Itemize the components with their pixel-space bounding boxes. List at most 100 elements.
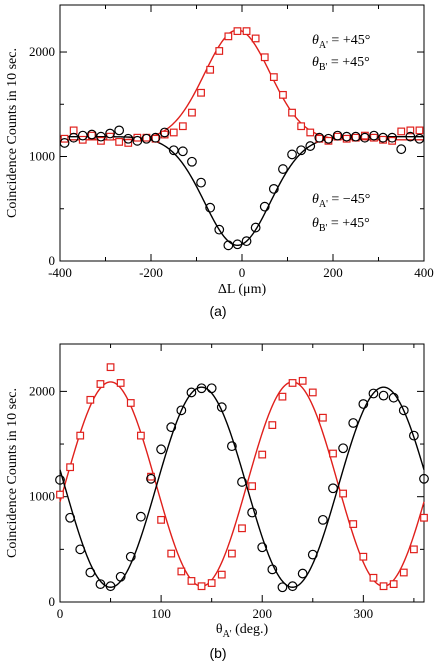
data-point-square-b: [187, 577, 196, 585]
data-point-square-b: [339, 489, 348, 498]
data-point-square-b: [399, 568, 408, 577]
x-tick-label-a: -200: [139, 265, 163, 280]
data-point-square-b: [288, 379, 297, 387]
y-tick-label-a: 0: [49, 253, 56, 268]
data-point-square-b: [298, 376, 307, 385]
data-point-circle-b: [307, 549, 318, 560]
data-point-circle-a: [232, 239, 243, 250]
data-point-circle-a: [105, 128, 115, 139]
data-point-square-a: [169, 128, 178, 137]
data-point-circle-a: [305, 141, 316, 151]
data-point-circle-a: [223, 240, 234, 251]
x-tick-label-b: 0: [57, 606, 64, 621]
x-tick-label-b: 100: [151, 606, 171, 621]
data-point-square-a: [279, 90, 287, 99]
data-point-square-a: [406, 126, 415, 135]
y-tick-label-a: 1000: [29, 149, 55, 164]
data-point-circle-a: [278, 164, 288, 174]
data-point-square-a: [397, 127, 406, 136]
data-point-circle-a: [350, 131, 361, 142]
annotation-theta-b-prime-black: θB' = +45°: [312, 216, 370, 234]
data-point-circle-b: [105, 581, 116, 592]
data-point-circle-b: [216, 402, 227, 413]
data-point-square-a: [242, 27, 251, 36]
data-point-square-b: [308, 388, 317, 397]
data-point-square-a: [306, 128, 315, 137]
panel-label-a: (a): [209, 303, 226, 319]
data-point-square-a: [297, 122, 306, 131]
data-point-circle-a: [323, 133, 334, 144]
data-point-square-b: [76, 431, 85, 440]
data-point-circle-b: [146, 473, 156, 484]
data-point-circle-b: [267, 564, 278, 575]
data-point-square-a: [224, 32, 233, 41]
data-point-circle-a: [86, 129, 97, 140]
data-point-square-b: [420, 513, 428, 522]
data-point-square-a: [215, 47, 224, 55]
x-tick-label-a: 200: [323, 265, 343, 280]
data-point-square-b: [329, 449, 337, 458]
data-point-circle-b: [156, 444, 167, 455]
x-tick-label-b: 200: [252, 606, 272, 621]
data-point-square-b: [258, 450, 267, 459]
data-point-circle-a: [168, 145, 179, 156]
data-point-square-a: [251, 34, 260, 43]
data-point-circle-a: [150, 132, 161, 143]
data-point-circle-a: [132, 135, 143, 146]
data-point-circle-a: [287, 149, 297, 160]
data-point-circle-b: [196, 383, 207, 394]
axis-ticks-a: -400 -200 0 200 400 0 1000 2000: [29, 5, 434, 280]
data-point-circle-a: [96, 131, 106, 142]
data-point-square-b: [248, 482, 257, 491]
data-point-circle-a: [259, 201, 270, 212]
data-point-square-b: [157, 515, 166, 524]
data-point-circle-a: [268, 184, 279, 194]
data-point-square-b: [389, 580, 398, 588]
data-point-circle-b: [257, 542, 268, 553]
data-point-circle-b: [368, 388, 379, 399]
data-point-circle-a: [77, 130, 88, 141]
data-point-circle-a: [405, 131, 416, 142]
data-point-circle-b: [237, 477, 247, 487]
data-point-square-a: [115, 137, 124, 146]
x-tick-label-b: 300: [354, 606, 374, 621]
data-point-circle-b: [186, 387, 197, 398]
plot-frame-b: [59, 343, 425, 603]
data-point-square-b: [238, 524, 246, 533]
annotation-theta-a-prime-red: θA' = +45°: [312, 33, 370, 51]
data-point-circle-b: [65, 512, 76, 523]
data-point-circle-b: [338, 443, 349, 454]
data-point-square-b: [66, 463, 75, 472]
data-point-square-b: [126, 399, 135, 407]
data-point-circle-b: [85, 567, 96, 578]
data-point-square-a: [233, 27, 242, 36]
data-point-square-b: [349, 520, 358, 528]
annotation-theta-a-prime-black: θA' = −45°: [312, 192, 370, 210]
y-tick-label-b: 0: [49, 594, 56, 609]
data-point-square-b: [318, 413, 327, 422]
data-point-circle-a: [369, 130, 379, 141]
data-point-square-b: [167, 549, 176, 558]
data-point-circle-b: [398, 405, 409, 416]
data-point-square-a: [69, 126, 78, 135]
data-point-square-b: [278, 392, 287, 401]
data-point-circle-a: [214, 224, 225, 235]
x-tick-label-a: 0: [239, 265, 246, 280]
data-point-circle-b: [388, 392, 399, 403]
data-point-circle-b: [358, 399, 369, 409]
panel-b: 0 100 200 300 0 1000 2000 Coincidence Counts i…: [5, 343, 429, 661]
data-point-square-b: [359, 552, 368, 561]
data-point-square-a: [178, 122, 187, 131]
annotations-a: θA' = +45° θB' = +45° θA' = −45° θB' = +…: [312, 33, 370, 234]
data-point-square-b: [136, 431, 145, 440]
panel-label-b: (b): [209, 645, 226, 661]
data-point-circle-a: [187, 156, 197, 167]
data-point-circle-a: [396, 144, 407, 155]
data-point-circle-a: [250, 222, 261, 233]
data-point-square-a: [288, 108, 296, 117]
data-point-circle-a: [387, 132, 398, 143]
y-axis-title-b: Coincidence Counts in 10 sec.: [5, 388, 20, 558]
data-point-circle-b: [115, 571, 126, 582]
data-point-circle-b: [135, 511, 146, 522]
data-point-circle-a: [314, 132, 325, 143]
